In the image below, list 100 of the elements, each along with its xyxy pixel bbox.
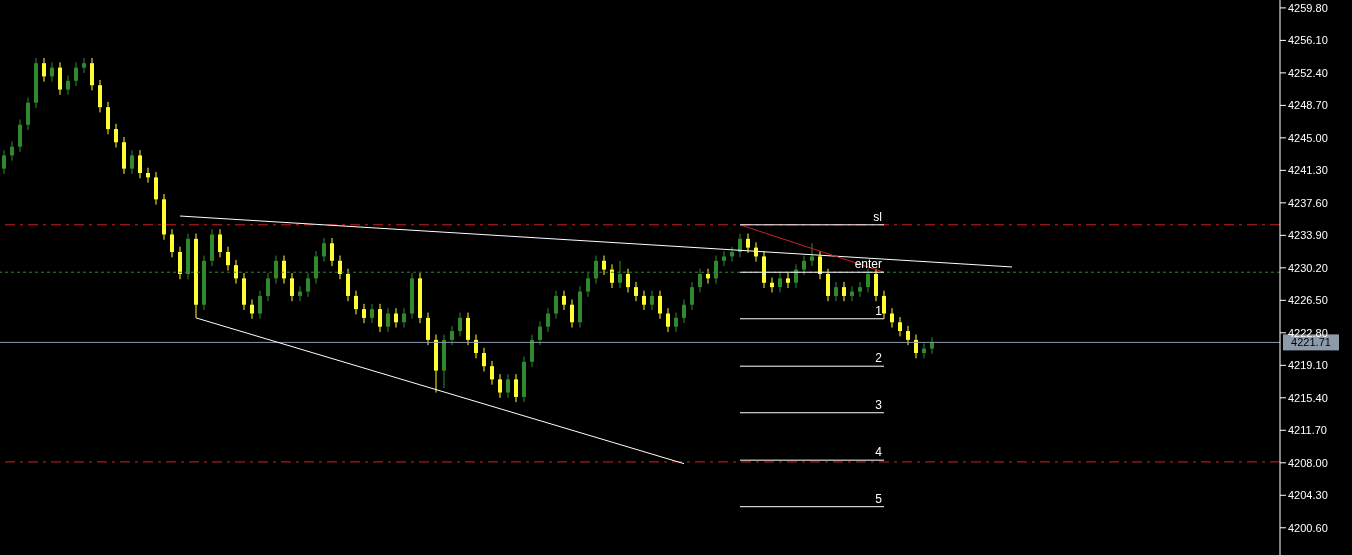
y-tick-label: 4204.30 [1288,489,1328,502]
candlestick [354,290,358,315]
candlestick [402,307,406,329]
candlestick [786,272,790,289]
candlestick [346,268,350,302]
candlestick [378,303,382,333]
y-tick-label: 4200.60 [1288,521,1328,534]
candlestick [642,290,646,311]
y-tick-label: 4248.70 [1288,99,1328,112]
candlestick [906,325,910,346]
candlestick [226,246,230,271]
candlestick [506,373,510,399]
y-tick-label: 4259.80 [1288,1,1328,14]
candlestick [250,298,254,320]
candlestick [394,307,398,329]
y-tick-label: 4233.90 [1288,229,1328,242]
candlestick [890,307,894,329]
ref-line-label: 4221.71 [1291,336,1331,349]
candlestick [474,334,478,359]
candlestick [538,320,542,346]
y-tick-label: 4230.20 [1288,261,1328,274]
candlestick [866,268,870,293]
y-tick-label: 4252.40 [1288,66,1328,79]
candlestick [170,228,174,258]
series-label: 5 [875,491,883,506]
candlestick [106,101,110,135]
candlestick [82,57,86,74]
candlestick [738,233,742,258]
candlestick [498,373,502,399]
candlestick [682,298,686,324]
candlestick [362,303,366,324]
candlestick [834,281,838,302]
candlestick [466,312,470,346]
candlestick [258,290,262,320]
candlestick [426,312,430,346]
candlestick [610,263,614,289]
candlestick [178,246,182,280]
candlestick [530,334,534,368]
candlestick [282,255,286,285]
candlestick [26,96,30,131]
y-tick-label: 4226.50 [1288,294,1328,307]
candlestick [778,272,782,293]
candlestick [90,57,94,91]
candlestick [266,272,270,302]
candlestick [930,336,934,355]
y-tick-label: 4211.70 [1288,424,1327,437]
series-label: 1 [875,303,883,318]
candlestick [58,61,62,96]
candlestick [826,268,830,302]
candlestick [74,61,78,87]
candlestick [674,312,678,333]
candlestick [450,325,454,346]
y-tick-label: 4219.10 [1288,359,1328,372]
candlestick [882,290,886,320]
series-label: 2 [875,351,883,366]
candlestick [218,228,222,258]
candlestick [722,250,726,267]
candlestick [154,171,158,206]
y-tick-label: 4215.40 [1288,391,1328,404]
candlestick [602,255,606,276]
candlestick [458,312,462,337]
candlestick [98,79,102,113]
candlestick [554,290,558,320]
candlestick [842,281,846,302]
candlestick [514,373,518,403]
candlestick [330,237,334,267]
candlestick [818,250,822,280]
candlestick [794,263,798,289]
candlestick [914,334,918,359]
candlestick [42,57,46,83]
candlestick [370,303,374,324]
candlestick [666,307,670,333]
candlestick [322,237,326,263]
candlestick [690,281,694,311]
candlestick [130,149,134,175]
candlestick [626,268,630,293]
candlestick [874,268,878,302]
candlestick [634,281,638,302]
y-tick-label: 4256.10 [1288,34,1328,47]
candlestick [802,255,806,276]
candlestick [50,61,54,83]
candlestick [570,298,574,329]
candlestick [810,242,814,267]
candlestick [490,360,494,386]
candlestick [482,347,486,372]
series-label: enter [854,257,882,272]
series-label: sl [873,209,882,224]
candlestick [234,259,238,285]
y-tick-label: 4241.30 [1288,164,1328,177]
candlestick [10,140,14,162]
candlestick [2,149,6,175]
candlestick [66,75,70,96]
candlestick [546,307,550,333]
series-label: 3 [875,397,883,412]
y-tick-label: 4245.00 [1288,131,1328,144]
series-label: 4 [875,445,883,460]
candlestick [650,290,654,311]
candlestick [138,149,142,179]
candlestick [746,233,750,254]
candlestick [858,281,862,298]
